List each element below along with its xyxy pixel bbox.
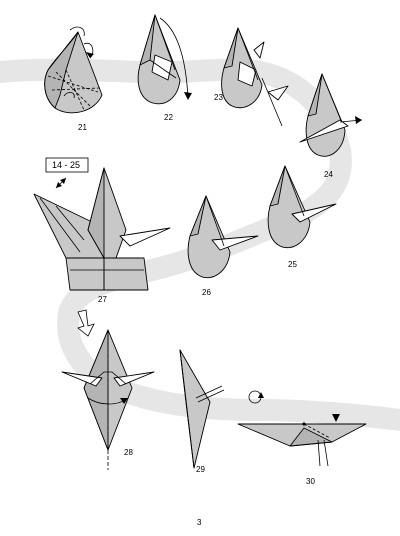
step-24-figure <box>299 73 363 157</box>
step-number: 30 <box>306 477 315 486</box>
step-number: 25 <box>288 260 297 269</box>
step-22-figure <box>137 14 192 105</box>
page-number: 3 <box>197 518 202 527</box>
step-number: 26 <box>202 288 211 297</box>
step-number: 22 <box>164 113 173 122</box>
step-number: 28 <box>124 448 133 457</box>
step-21-figure <box>44 26 103 114</box>
step-30-figure <box>237 414 367 467</box>
step-29-figure <box>179 349 225 469</box>
step-number: 27 <box>98 295 107 304</box>
step-number: 29 <box>196 465 205 474</box>
step-27-figure <box>33 167 171 291</box>
turn-over-arrow <box>77 309 95 337</box>
repeat-steps-box <box>45 157 89 173</box>
step-number: 23 <box>214 93 223 102</box>
push-arrow <box>332 414 340 422</box>
step-number: 21 <box>78 123 87 132</box>
rotate-symbol <box>248 390 264 404</box>
step-23-figure <box>221 27 289 127</box>
repeat-steps-label: 14 - 25 <box>52 160 80 170</box>
step-25-figure <box>267 165 337 249</box>
step-26-figure <box>187 195 259 279</box>
step-number: 24 <box>324 170 333 179</box>
step-28-figure <box>61 329 155 470</box>
